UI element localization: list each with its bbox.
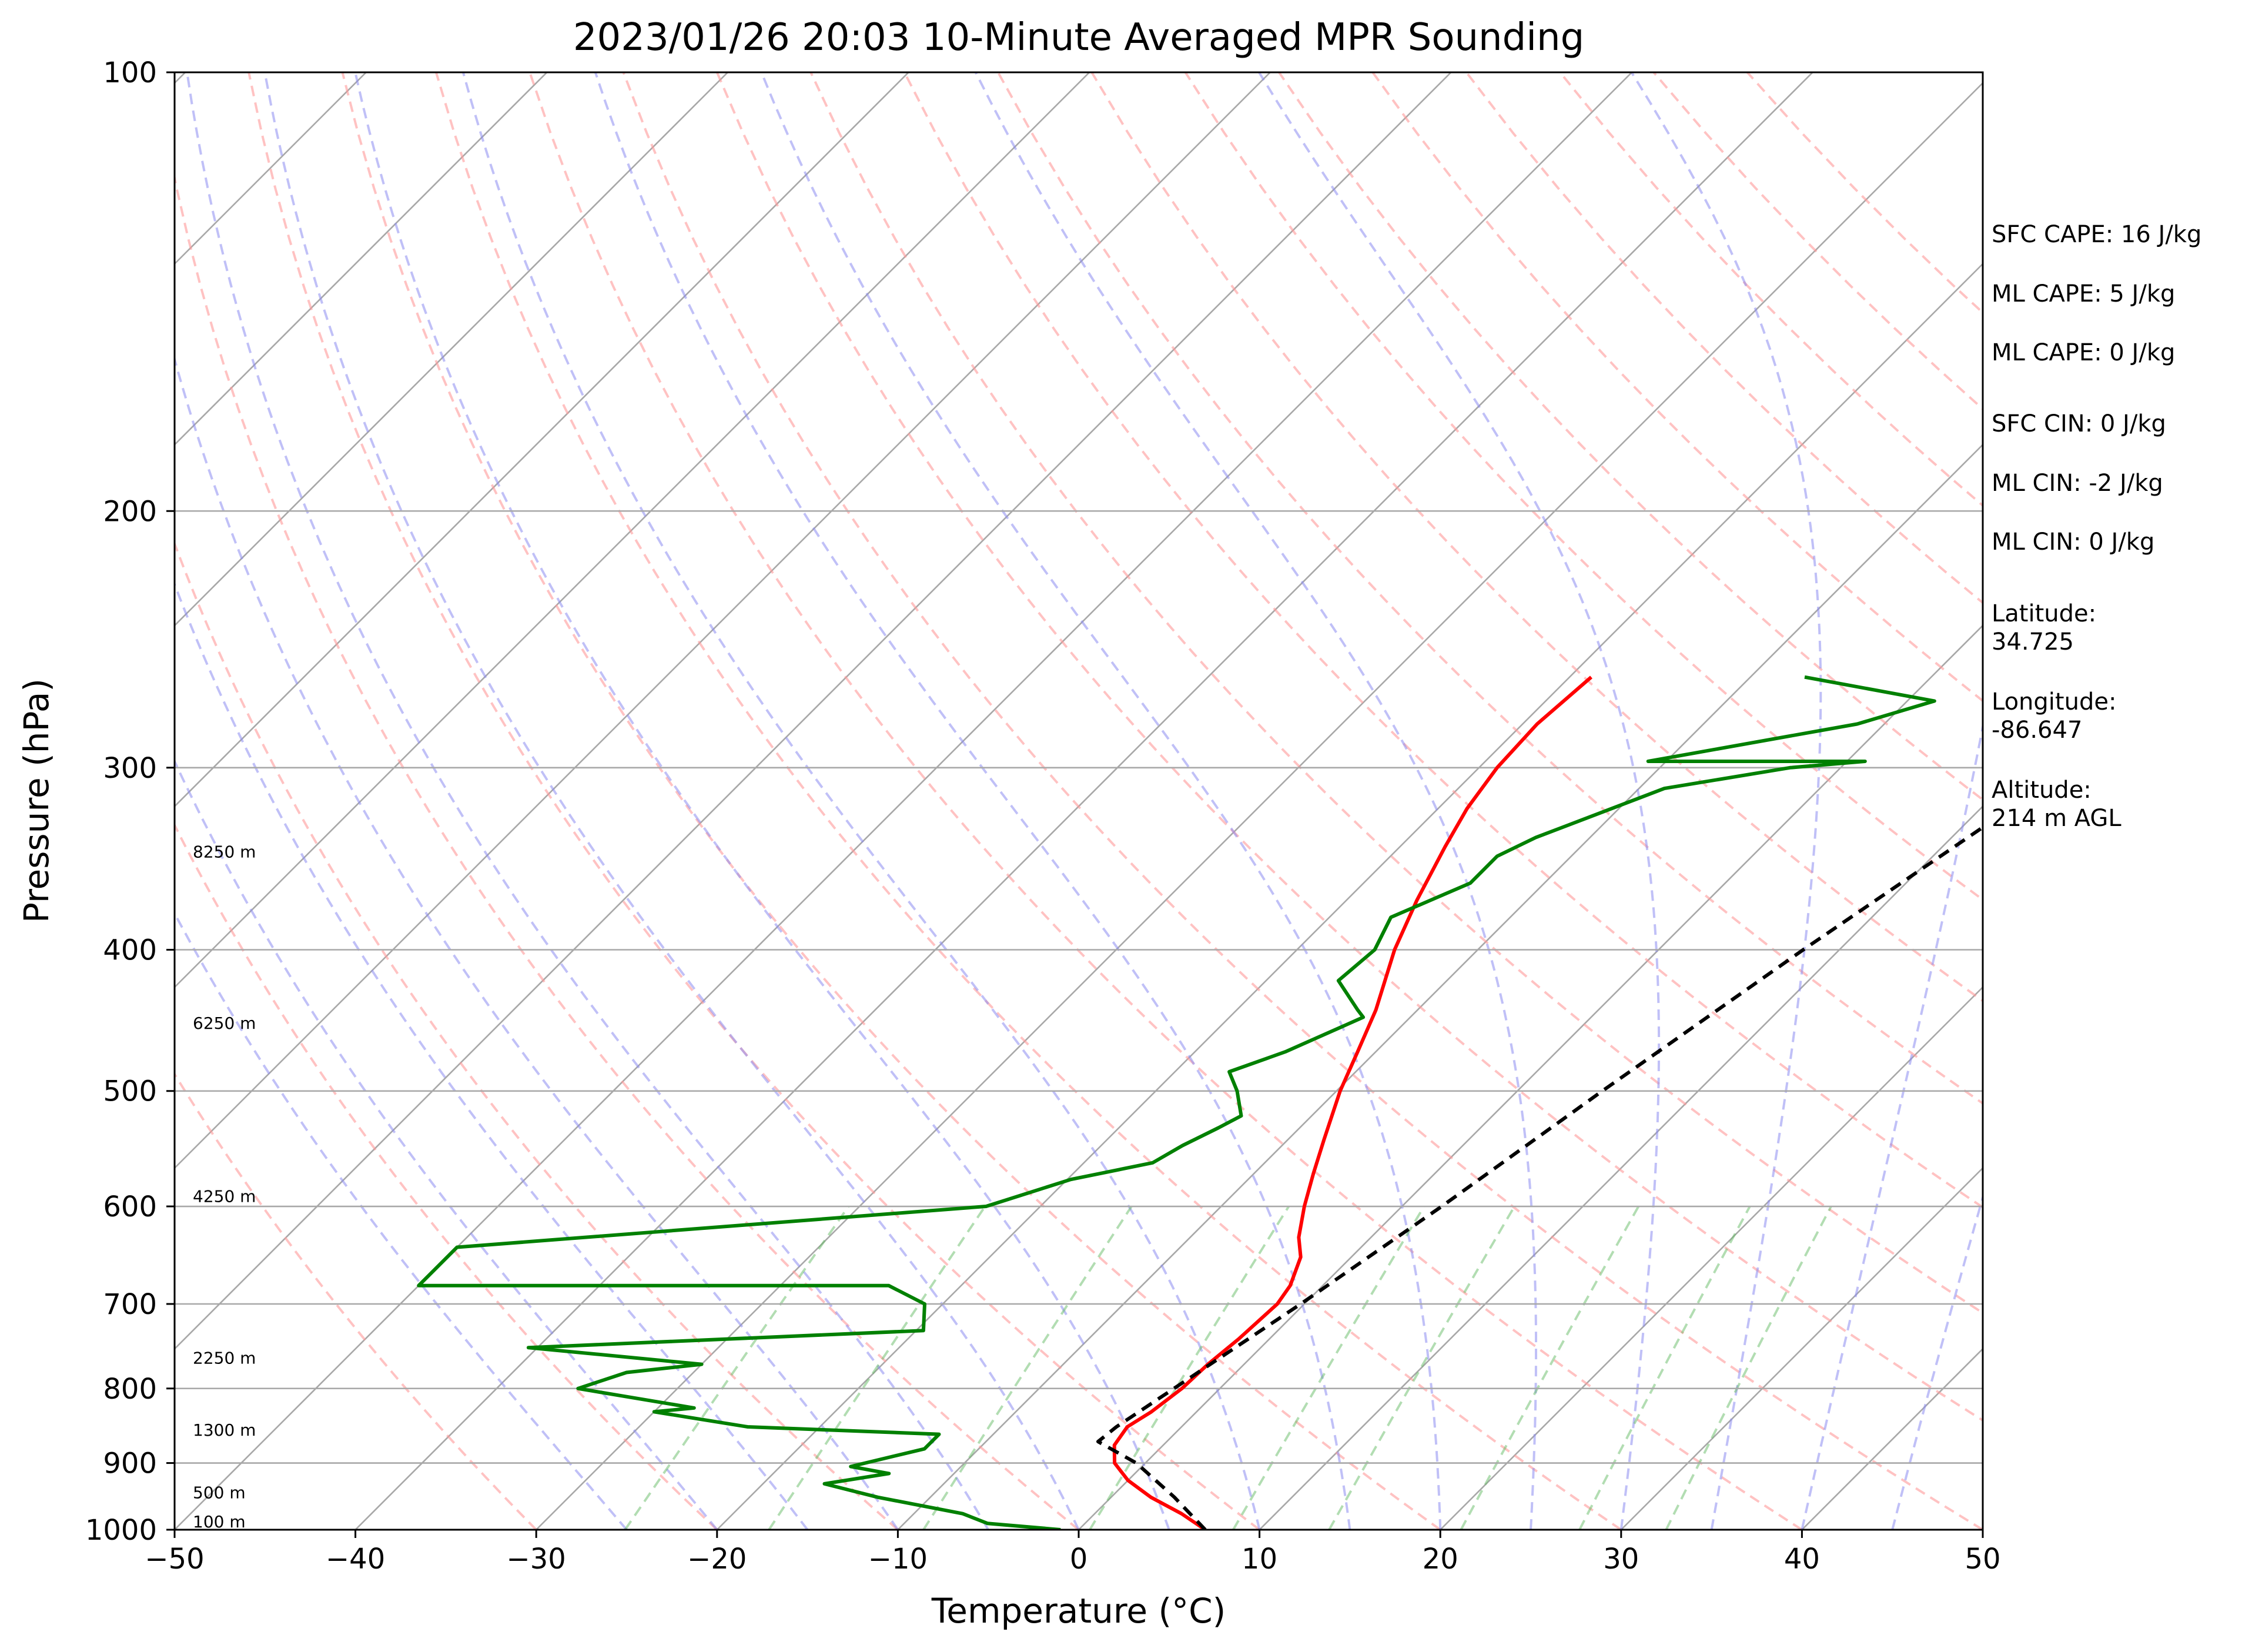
isotherm-line [1620,1166,1983,1530]
x-tick-label: −20 [687,1543,747,1576]
moist-adiabat-line [974,72,1537,1530]
ml-cape-text: ML CAPE: 5 J/kg [1992,280,2176,307]
sfc-cin-text: SFC CIN: 0 J/kg [1992,410,2166,437]
y-tick-label: 600 [103,1190,157,1223]
height-label: 8250 m [193,842,256,861]
dry-adiabat-line [341,72,1441,1530]
x-tick-label: 30 [1603,1543,1639,1576]
ml-cin-text: ML CIN: -2 J/kg [1992,470,2163,497]
mixing-ratio-line [922,1205,1133,1530]
isotherm-line [175,72,909,808]
dry-adiabat-line [809,72,1983,1315]
dry-adiabat-line [1371,72,1983,703]
moist-adiabat-line [461,72,1261,1530]
y-tick-label: 700 [103,1288,157,1321]
isotherm-line [175,72,1271,1169]
y-tick-label: 100 [103,56,157,89]
height-label: 1300 m [193,1420,256,1440]
plot-frame [173,71,1984,1531]
sounding-profiles [417,675,1983,1530]
isotherm-line [1440,986,1983,1530]
mixing-ratio-line [768,1205,986,1530]
moist-adiabat-line [186,72,989,1530]
y-tick-label: 400 [103,934,157,967]
isotherm-line [175,72,548,446]
dry-adiabat-line [175,822,718,1530]
height-label: 4250 m [193,1186,256,1206]
longitude-text: Longitude: -86.647 [1992,688,2117,744]
isotherm-line [175,72,728,627]
moist-adiabat-line [354,72,1170,1530]
moist-adiabat-line [1891,1193,1983,1530]
moist-adiabat-line [175,581,809,1530]
sfc-cape-text: SFC CAPE: 16 J/kg [1992,221,2202,248]
y-tick-label: 300 [103,752,157,785]
y-tick-label: 800 [103,1373,157,1406]
x-tick-label: −10 [868,1543,928,1576]
isotherm-line [0,72,5,1530]
chart-title: 2023/01/26 20:03 10-Minute Averaged MPR … [573,16,1584,59]
x-tick-label: −50 [145,1543,204,1576]
height-label: 500 m [193,1483,246,1502]
y-tick-label: 500 [103,1075,157,1108]
y-tick-label: 900 [103,1447,157,1480]
isotherm-line [175,72,1090,989]
pressure-gridlines [175,72,1983,1530]
altitude-text: Altitude: 214 m AGL [1992,777,2121,832]
y-tick-label: 200 [103,495,157,528]
isotherm-line [1078,624,1983,1530]
moist-adiabat-line [175,911,628,1530]
moist-adiabat-line [1801,721,1983,1530]
parcel-path-line [1096,825,1983,1530]
x-axis-label: Temperature (°C) [931,1591,1226,1631]
ml-cin-text-2: ML CIN: 0 J/kg [1992,529,2155,556]
dry-adiabat-line [622,72,1983,1530]
dry-adiabat-line [175,1072,537,1530]
dry-adiabat-line [175,540,899,1530]
moist-adiabat-line [760,72,1442,1530]
moist-adiabat-line [175,355,899,1530]
x-tick-label: −30 [507,1543,566,1576]
isotherm-line [536,82,1983,1530]
moist-adiabat-line [263,72,1080,1530]
moist-adiabat-line [1258,72,1661,1530]
axes: −50 −40 −30 −20 −10 0 10 20 30 40 50 100 200 300 400 50… [85,56,2001,1576]
y-tick-label: 1000 [85,1514,157,1547]
background-reference-lines [0,72,1983,1530]
x-tick-label: −40 [326,1543,385,1576]
moist-adiabat-line [594,72,1351,1530]
x-tick-label: 50 [1965,1543,2000,1576]
y-axis-label: Pressure (hPa) [16,678,56,923]
dry-adiabat-line [247,72,1260,1530]
isotherm-line [716,262,1983,1530]
height-label: 6250 m [193,1014,256,1033]
latitude-text: Latitude: 34.725 [1992,600,2097,656]
height-label: 2250 m [193,1348,256,1367]
isotherm-line [175,72,1452,1350]
ml-cape-text-2: ML CAPE: 0 J/kg [1992,339,2176,366]
height-labels: 100 m 500 m 1300 m 2250 m 4250 m 6250 m 8250 m [193,842,256,1531]
isotherm-line [1259,805,1983,1530]
mixing-ratio-line [1578,1206,1751,1530]
dry-adiabat-line [434,72,1622,1530]
x-tick-label: 10 [1242,1543,1277,1576]
dry-adiabat-line [528,72,1803,1530]
x-tick-label: 20 [1423,1543,1458,1576]
isotherm-line [175,72,1632,1530]
mixing-ratio-line [1665,1206,1832,1530]
x-tick-label: 0 [1070,1543,1088,1576]
dry-adiabat-line [715,72,1983,1422]
dry-adiabat-line [175,172,1080,1530]
temperature-line [1112,675,1592,1530]
height-label: 100 m [193,1512,246,1531]
dewpoint-line [417,675,1936,1530]
moist-adiabat-line [1630,72,1822,1530]
dry-adiabat-line [903,72,1983,1209]
mixing-ratio-line [1089,1205,1290,1530]
x-tick-label: 40 [1784,1543,1820,1576]
